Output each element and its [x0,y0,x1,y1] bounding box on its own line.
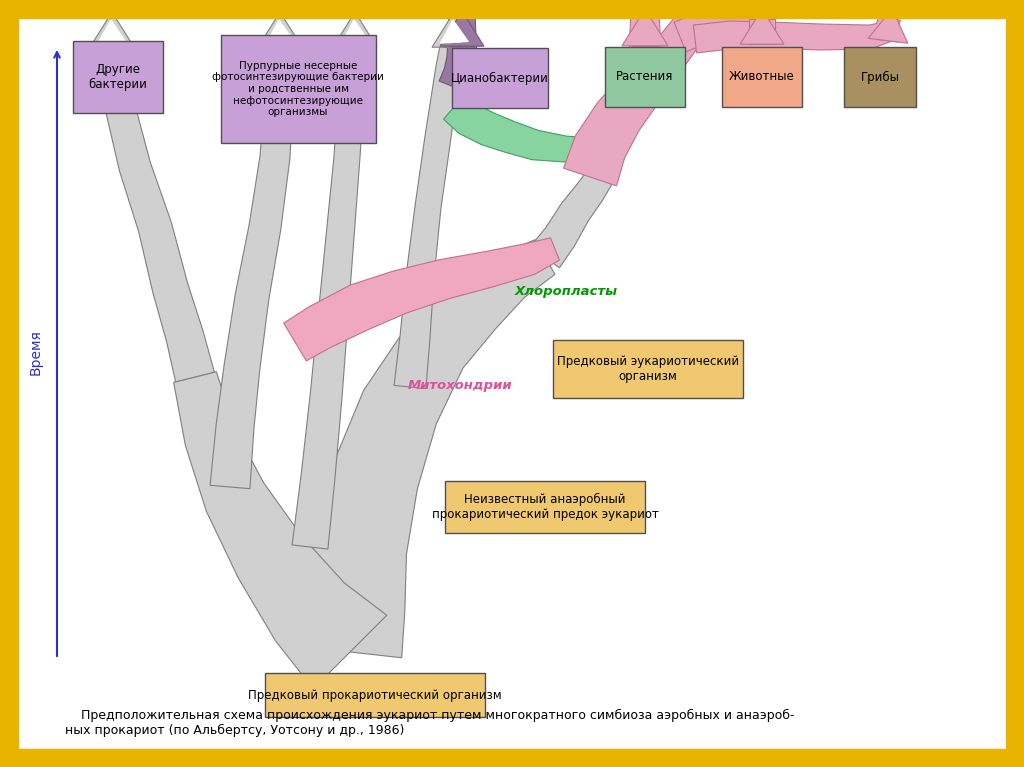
Text: Животные: Животные [729,71,795,84]
Polygon shape [628,10,662,82]
Polygon shape [333,12,377,48]
Text: Предположительная схема происхождения эукариот путем многократного симбиоза аэро: Предположительная схема происхождения эу… [65,709,795,737]
Text: Цианобактерии: Цианобактерии [451,71,549,84]
Polygon shape [269,37,291,48]
Polygon shape [349,37,361,43]
Bar [445,481,645,533]
Polygon shape [443,37,465,48]
Text: Предковый прокариотический организм: Предковый прокариотический организм [248,689,502,702]
Polygon shape [450,37,474,46]
Text: Митохондрии: Митохондрии [408,378,513,391]
Polygon shape [740,9,784,44]
Polygon shape [530,170,611,268]
Bar [0,0,1024,18]
Polygon shape [439,12,477,93]
Polygon shape [563,16,705,186]
Text: Пурпурные несерные
фотосинтезирующие бактерии
и родственные им
нефотосинтезирующ: Пурпурные несерные фотосинтезирующие бак… [212,61,384,117]
Polygon shape [449,37,461,43]
Bar [265,673,485,717]
Polygon shape [632,32,658,46]
Polygon shape [344,37,366,48]
Polygon shape [749,19,775,44]
Polygon shape [298,239,555,658]
Polygon shape [105,42,118,48]
Polygon shape [341,20,370,43]
Polygon shape [394,35,466,389]
Polygon shape [622,9,668,46]
Bar [605,47,685,107]
Polygon shape [274,37,287,43]
Text: Растения: Растения [616,71,674,84]
Polygon shape [284,238,559,360]
Text: Хлоропласты: Хлоропласты [515,285,618,298]
Bar [0,749,1024,767]
Polygon shape [98,45,214,382]
Bar [844,47,916,107]
Polygon shape [174,372,387,689]
Text: Грибы: Грибы [860,71,899,84]
Polygon shape [674,6,774,52]
Polygon shape [292,36,367,549]
Polygon shape [258,12,302,48]
Text: Неизвестный анаэробный
прокариотический предок эукариот: Неизвестный анаэробный прокариотический … [431,493,658,521]
Polygon shape [90,12,134,48]
Text: Время: Время [29,329,43,375]
Polygon shape [879,24,900,42]
Text: Предковый эукариотический
организм: Предковый эукариотический организм [557,355,739,383]
Bar [553,340,743,398]
Bar [1006,0,1024,767]
Bar [722,47,802,107]
Polygon shape [443,95,590,162]
Polygon shape [693,14,900,53]
Polygon shape [210,36,295,489]
Polygon shape [432,12,476,48]
Polygon shape [868,9,908,43]
Polygon shape [266,20,294,43]
Bar [220,35,376,143]
Polygon shape [440,11,484,46]
Bar [0,0,18,767]
Polygon shape [98,20,126,43]
Polygon shape [440,20,468,43]
Bar [452,48,548,108]
Bar [73,41,163,113]
Text: Другие
бактерии: Другие бактерии [88,63,147,91]
